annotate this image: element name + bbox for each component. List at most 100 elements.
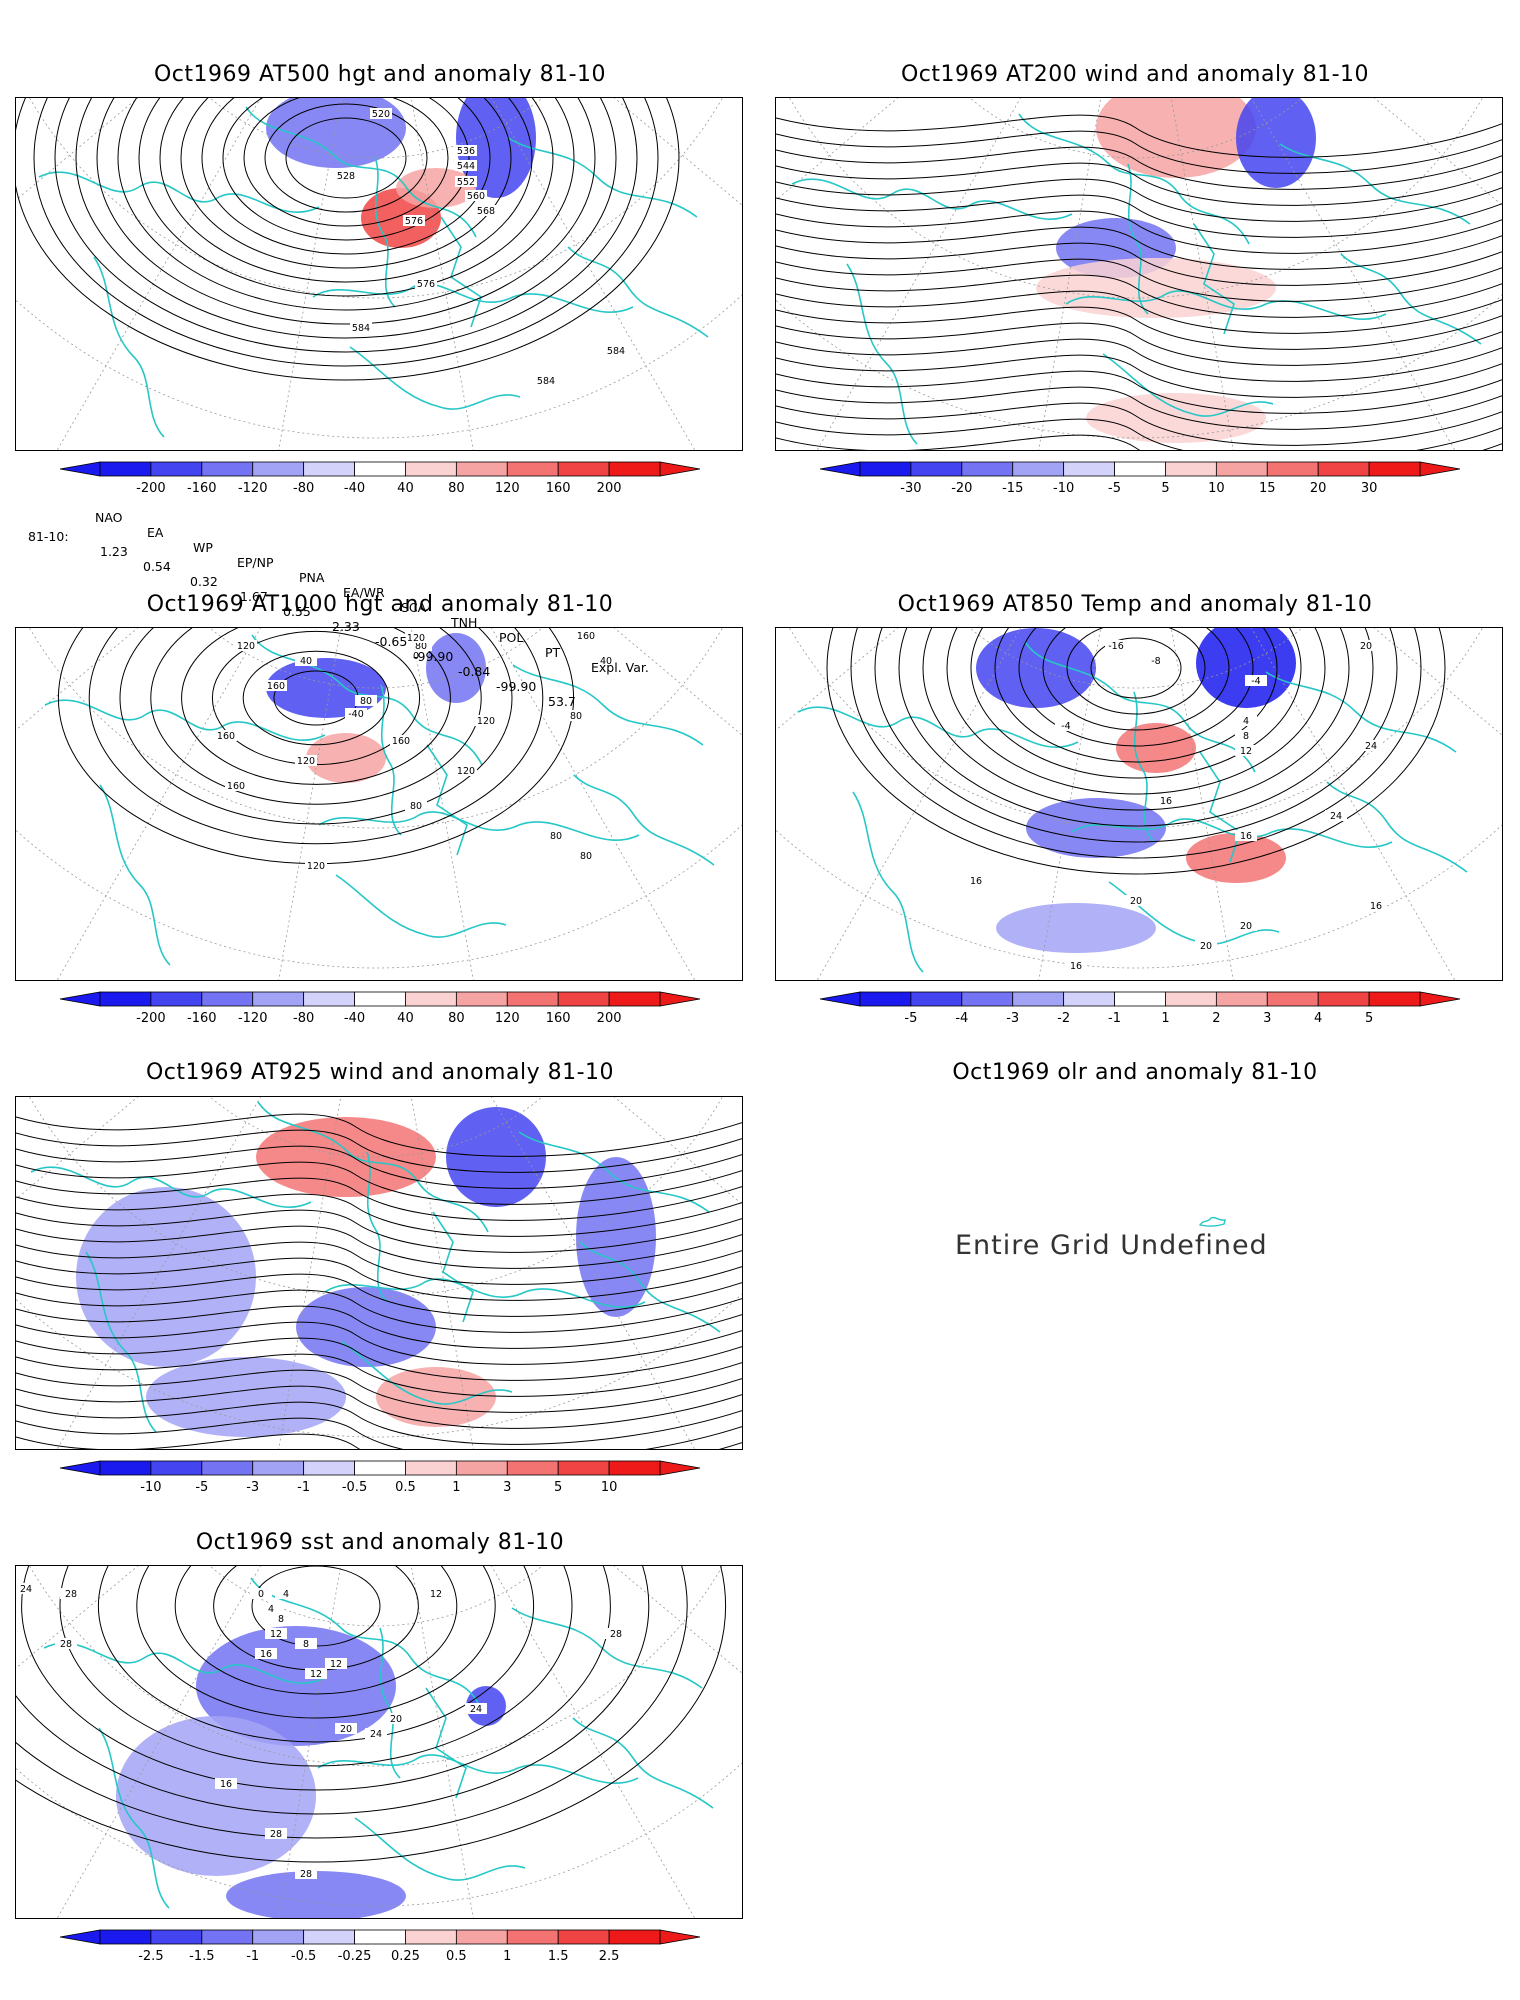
colorbar-swatch — [455, 461, 508, 477]
colorbar-arrow-left — [59, 991, 101, 1007]
contour-label: 520 — [372, 109, 390, 120]
contour-label: 40 — [600, 656, 612, 667]
colorbar-swatch — [99, 991, 152, 1007]
colorbar-tick-label: -200 — [136, 481, 166, 496]
contour-label: 80 — [570, 711, 582, 722]
contour-label: 120 — [307, 861, 325, 872]
colorbar-swatch — [1317, 461, 1370, 477]
colorbar-swatch — [1012, 461, 1065, 477]
colorbar-arrow-right — [1419, 991, 1461, 1007]
colorbar-swatch — [961, 461, 1014, 477]
colorbar-arrow-right — [659, 1929, 701, 1945]
colorbar-swatch — [1215, 991, 1268, 1007]
colorbar-tick-label: 80 — [448, 1011, 465, 1026]
contour-label: 24 — [1330, 811, 1342, 822]
anomaly-shading — [296, 1287, 436, 1367]
contour-label: 28 — [65, 1589, 77, 1600]
contour-label: 4 — [1243, 716, 1249, 727]
colorbar-swatch — [859, 461, 912, 477]
colorbar-swatch — [303, 1460, 355, 1476]
colorbar-tick-label: -3 — [1006, 1011, 1019, 1026]
contour-label: 12 — [430, 1589, 442, 1600]
panel-title-at500: Oct1969 AT500 hgt and anomaly 81-10 — [153, 62, 607, 87]
contour-label: 80 — [550, 831, 562, 842]
contour-label: 120 — [407, 633, 425, 644]
contour-label: 20 — [1360, 641, 1372, 652]
colorbar-tick-label: 40 — [397, 1011, 414, 1026]
index-header: TNH — [451, 615, 478, 630]
contour-label: 24 — [20, 1584, 32, 1595]
colorbar-arrow-left — [59, 1460, 101, 1476]
colorbar-swatch — [252, 1460, 305, 1476]
panel-title-at1000: Oct1969 AT1000 hgt and anomaly 81-10 — [146, 592, 614, 617]
colorbar-tick-label: -200 — [136, 1011, 166, 1026]
indices-values: 81-10: 1.23 0.54 0.32 1.67 0.55 2.33 -0.… — [28, 514, 576, 724]
colorbar-tick-label: 2.5 — [599, 1949, 620, 1964]
colorbar-swatch — [1266, 991, 1319, 1007]
anomaly-shading — [376, 1367, 496, 1427]
contour-label: 120 — [457, 766, 475, 777]
contour-label: 40 — [300, 656, 312, 667]
colorbar-swatch — [910, 991, 963, 1007]
colorbar-tick-label: -20 — [951, 481, 972, 496]
map-panel-at500: 520 528 536 544 552 560 568 576 576 584 584 584 — [15, 97, 743, 451]
colorbar-tick-label: 1 — [452, 1480, 460, 1495]
colorbar-tick-label: -10 — [1053, 481, 1074, 496]
coastlines — [43, 1577, 714, 1909]
colorbar-tick-label: 20 — [1310, 481, 1327, 496]
streamlines — [776, 114, 1502, 450]
colorbar-swatch — [354, 461, 406, 477]
colorbar-tick-label: 1 — [1161, 1011, 1169, 1026]
contour-label: 552 — [457, 177, 475, 188]
contour-label: 12 — [330, 1659, 342, 1670]
contour-label: 584 — [537, 376, 555, 387]
colorbar-tick-label: 10 — [1208, 481, 1225, 496]
contour-label: 28 — [610, 1629, 622, 1640]
colorbar-tick-label: 3 — [503, 1480, 511, 1495]
contour-label: 8 — [303, 1639, 309, 1650]
indices-header: NAO EA WP EP/NP PNA EA/WR SCA TNH POL PT… — [95, 495, 649, 690]
index-header: EA/WR — [343, 585, 385, 600]
colorbar-swatch — [557, 991, 610, 1007]
contour-label: 536 — [457, 146, 475, 157]
streamlines — [16, 1113, 742, 1449]
colorbar-tick-label: -1 — [1108, 1011, 1121, 1026]
colorbar-tick-label: 1 — [503, 1949, 511, 1964]
colorbar-arrow-right — [659, 1460, 701, 1476]
coastlines — [30, 1101, 721, 1433]
map-panel-sst: 24 28 28 12 8 4 0 16 12 8 12 24 20 20 24 28 28 28 12 4 16 — [15, 1565, 743, 1919]
index-header: Expl. Var. — [591, 660, 649, 675]
colorbar-tick-label: -5 — [904, 1011, 917, 1026]
colorbar-tick-label: 40 — [397, 481, 414, 496]
colorbar-tick-label: -30 — [900, 481, 921, 496]
colorbar-at200: -30 -20 -15 -10 -5 5 10 15 20 30 — [819, 460, 1461, 496]
colorbar-swatch — [201, 461, 254, 477]
index-header: SCA — [401, 600, 427, 615]
colorbar-swatch — [608, 1929, 661, 1945]
index-header: PT — [545, 645, 561, 660]
index-header: PNA — [299, 570, 325, 585]
anomaly-shading — [306, 733, 386, 783]
colorbar-swatch — [910, 461, 963, 477]
colorbar-tick-label: -0.5 — [342, 1480, 367, 1495]
contour-label: 4 — [283, 1589, 289, 1600]
graticule — [16, 1097, 742, 1449]
contour-label: 16 — [1160, 796, 1172, 807]
contour-label: 0 — [258, 1589, 264, 1600]
contour-label: 160 — [227, 781, 245, 792]
colorbar-tick-label: -4 — [955, 1011, 968, 1026]
anomaly-shading — [116, 1716, 316, 1876]
contour-label: 20 — [1240, 921, 1252, 932]
colorbar-swatch — [1063, 991, 1115, 1007]
index-value: 0.54 — [143, 559, 171, 574]
colorbar-swatch — [303, 1929, 355, 1945]
contour-label: 16 — [220, 1779, 232, 1790]
contour-label: 576 — [405, 216, 423, 227]
colorbar-tick-label: 15 — [1259, 481, 1276, 496]
colorbar-swatch — [506, 991, 559, 1007]
colorbar-swatch — [859, 991, 912, 1007]
contour-label: 80 — [580, 851, 592, 862]
index-value: -99.90 — [496, 679, 537, 694]
undefined-grid-message: Entire Grid Undefined — [955, 1230, 1268, 1261]
colorbar-tick-label: 160 — [546, 1011, 571, 1026]
